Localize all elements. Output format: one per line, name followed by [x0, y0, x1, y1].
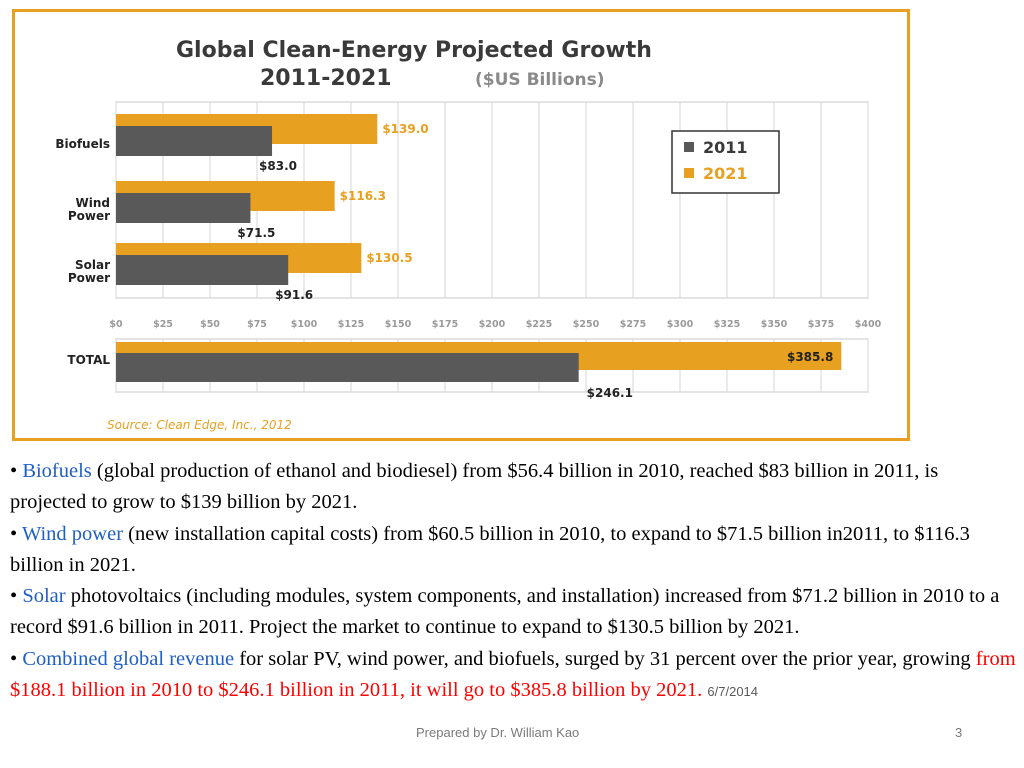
legend-swatch-2021 — [684, 168, 694, 178]
x-tick-label: $75 — [247, 319, 267, 330]
bullet-highlight: Solar — [22, 585, 66, 608]
bar-2011 — [116, 255, 289, 285]
x-tick-label: $150 — [385, 319, 412, 330]
slide-date: 6/7/2014 — [707, 684, 759, 700]
bullet-text: photovoltaics (including modules, system… — [10, 585, 1000, 639]
chart-title-unit: ($US Billions) — [475, 70, 605, 90]
bar-label-2021: $139.0 — [382, 122, 428, 136]
total-label: TOTAL — [67, 353, 110, 367]
chart-svg: Global Clean-Energy Projected Growth 2011… — [55, 38, 882, 432]
legend-label-2021: 2021 — [703, 164, 748, 183]
bullet-text: (global production of ethanol and biodie… — [10, 460, 939, 514]
legend-box — [671, 130, 780, 194]
bullet-wind-power: • Wind power (new installation capital c… — [10, 519, 1016, 582]
x-tick-label: $225 — [526, 319, 552, 330]
x-tick-label: $175 — [432, 319, 458, 330]
bar-label-2011: $83.0 — [259, 159, 297, 173]
x-tick-label: $350 — [761, 319, 788, 330]
bullet-list: • Biofuels (global production of ethanol… — [10, 456, 1016, 707]
bullet-solar: • Solar photovoltaics (including modules… — [10, 581, 1016, 644]
x-tick-label: $250 — [573, 319, 600, 330]
x-tick-label: $300 — [667, 319, 694, 330]
chart-title: Global Clean-Energy Projected Growth — [176, 38, 652, 63]
bar-label-2021: $116.3 — [340, 189, 386, 203]
bar-label-2011: $91.6 — [275, 288, 313, 302]
x-tick-label: $400 — [855, 319, 882, 330]
x-tick-label: $375 — [808, 319, 834, 330]
x-tick-label: $50 — [200, 319, 220, 330]
bar-2011 — [116, 126, 273, 156]
bullet-red-text: from $188.1 billion in 2010 to $246.1 bi… — [10, 647, 1016, 702]
bullet-marker: • — [10, 647, 23, 670]
bullet-highlight: Biofuels — [22, 460, 92, 482]
x-tick-label: $100 — [291, 319, 318, 330]
total-label-2011: $246.1 — [587, 386, 633, 400]
footer-author: Prepared by Dr. William Kao — [416, 725, 580, 740]
x-tick-label: $0 — [109, 319, 123, 330]
category-label: Power — [68, 271, 110, 285]
chart-title-line2: 2011-2021 — [260, 66, 392, 91]
chart-frame: Global Clean-Energy Projected Growth 2011… — [12, 9, 910, 441]
x-tick-label: $200 — [479, 319, 506, 330]
bullet-marker: • — [10, 522, 22, 545]
bar-label-2021: $130.5 — [366, 251, 412, 265]
bar-2011 — [116, 193, 251, 223]
bullet-combined-revenue: • Combined global revenue for solar PV, … — [10, 644, 1016, 708]
bullet-highlight: Combined global revenue — [22, 647, 235, 670]
category-label: Solar — [75, 258, 110, 272]
legend-swatch-2011 — [684, 142, 694, 152]
x-tick-label: $325 — [714, 319, 740, 330]
bullet-text: (new installation capital costs) from $6… — [10, 522, 970, 576]
category-label: Power — [68, 209, 110, 223]
bullet-text: for solar PV, wind power, and biofuels, … — [234, 647, 976, 670]
footer-page-number: 3 — [955, 725, 963, 740]
bullet-marker: • — [10, 460, 23, 482]
category-label: Biofuels — [55, 137, 110, 151]
bullet-highlight: Wind power — [21, 522, 124, 545]
total-bar-2011 — [116, 353, 579, 382]
bullet-marker: • — [10, 585, 23, 608]
legend-label-2011: 2011 — [703, 138, 748, 157]
x-tick-label: $25 — [153, 319, 173, 330]
x-tick-label: $125 — [338, 319, 364, 330]
bar-label-2011: $71.5 — [237, 226, 275, 240]
bullet-biofuels: • Biofuels (global production of ethanol… — [10, 456, 1016, 519]
chart-source: Source: Clean Edge, Inc., 2012 — [107, 418, 292, 432]
category-label: Wind — [76, 196, 110, 210]
total-label-2021: $385.8 — [787, 350, 833, 364]
x-tick-label: $275 — [620, 319, 646, 330]
